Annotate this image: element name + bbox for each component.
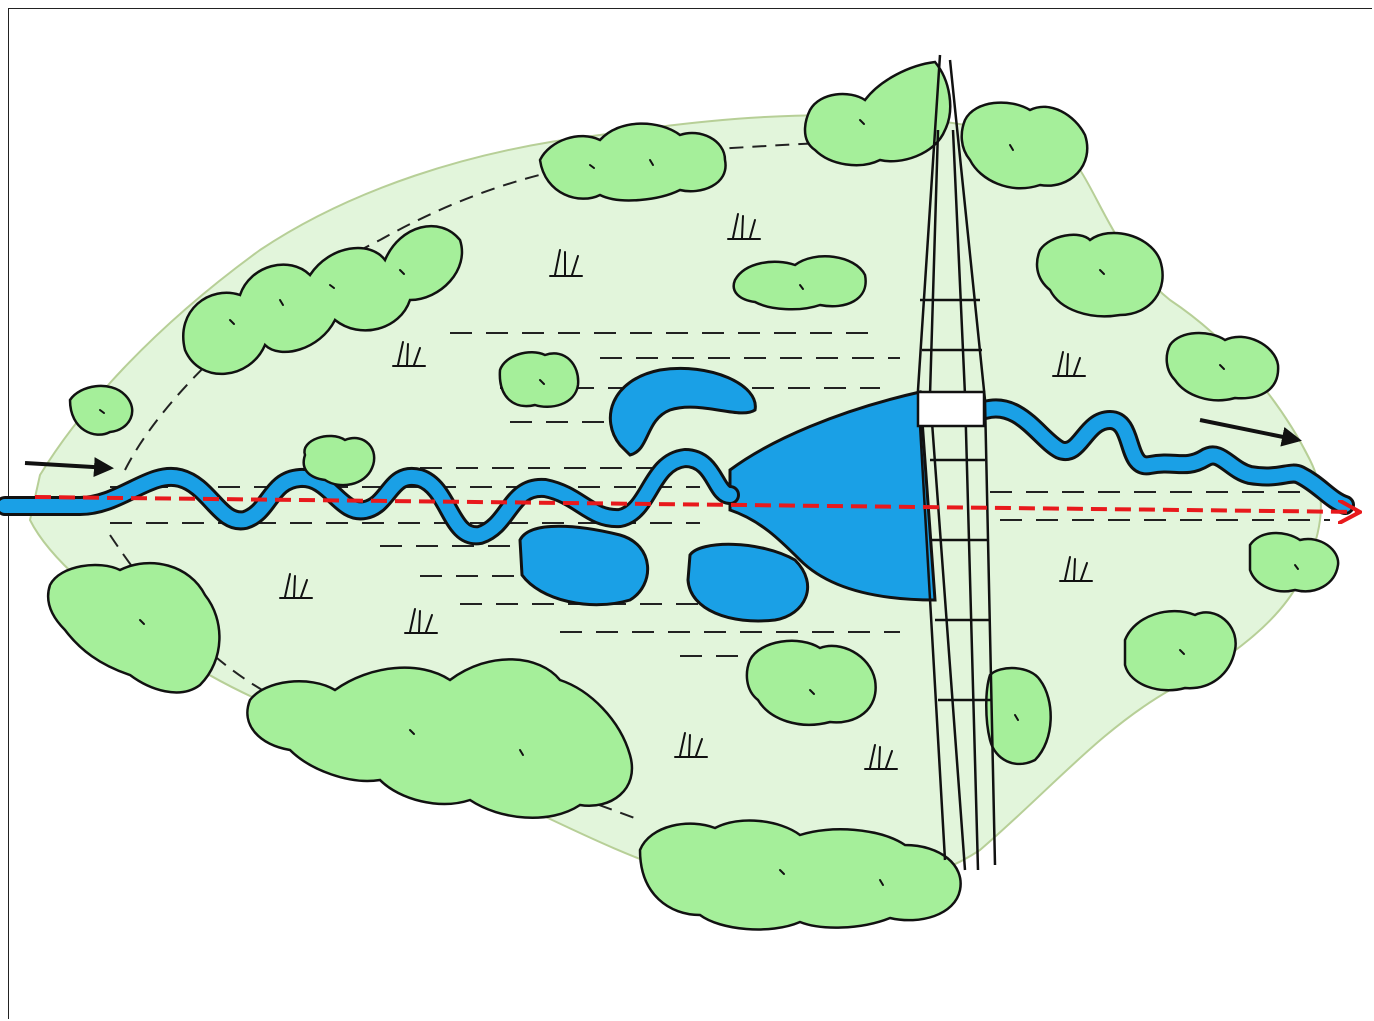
grass-tuft-icon <box>674 732 708 758</box>
tree-clump <box>538 122 727 202</box>
oxbow-lake-lower-left <box>518 524 650 607</box>
grass-tuft-icon <box>864 744 898 770</box>
outflow-arrow <box>1199 418 1302 447</box>
riparian-vegetation <box>46 60 1340 931</box>
tree-clump <box>182 224 464 375</box>
vegetation-stipple <box>99 119 1299 886</box>
tree-clump <box>732 255 867 311</box>
tree-clump <box>246 658 634 819</box>
tree-clump <box>638 819 962 931</box>
dashed-red-straight-line <box>34 495 1360 512</box>
grass-tuft-icon <box>549 249 583 277</box>
tree-clump <box>1035 231 1164 318</box>
oxbow-lakes <box>518 366 809 623</box>
tree-clump <box>302 434 376 487</box>
tree-clump <box>745 639 877 726</box>
tree-clump <box>985 666 1052 766</box>
grass-tuft-icon <box>392 341 426 367</box>
reservoir-lake <box>728 390 937 602</box>
grass-tuft-icon <box>1052 351 1086 377</box>
grass-tuft-icon <box>1059 556 1093 582</box>
grass-tuft-icon <box>279 573 313 599</box>
grass-tuft-icons <box>279 213 1093 770</box>
tree-clump <box>803 60 952 167</box>
oxbow-lake-lower-mid <box>686 542 809 623</box>
grass-tuft-icon <box>404 608 438 634</box>
tree-clump <box>498 351 580 409</box>
inflow-arrow <box>24 457 114 478</box>
tree-clump <box>1248 531 1340 593</box>
oxbow-lake-upper <box>608 366 757 457</box>
dam-structure <box>916 54 997 871</box>
tree-clump <box>46 561 221 694</box>
tree-clump <box>960 101 1089 190</box>
grass-tuft-icon <box>727 213 761 240</box>
